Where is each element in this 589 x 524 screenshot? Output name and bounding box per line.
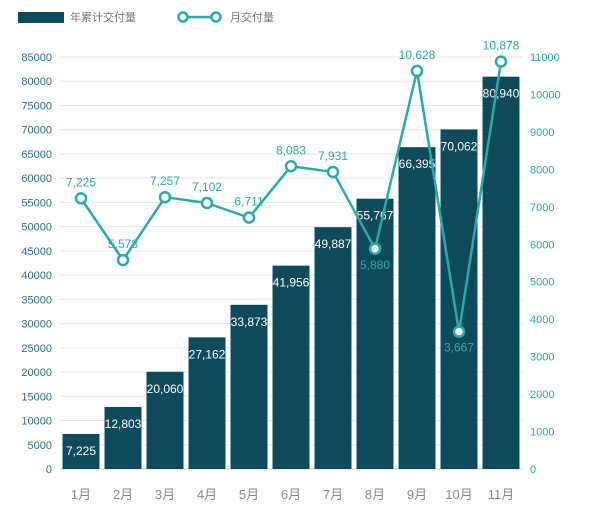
legend-line-label: 月交付量 (230, 10, 274, 24)
right-tick-label: 1000 (530, 427, 554, 439)
line-point (200, 196, 214, 210)
left-tick-label: 10000 (21, 416, 52, 428)
bar-labels: 7,225 12,803 20,060 27,162 33,873 41,956 49,88… (66, 87, 520, 458)
bar-value-label: 49,887 (315, 237, 352, 251)
legend-line-marker-right (210, 11, 222, 23)
bar (356, 198, 394, 469)
left-tick-label: 40000 (21, 270, 52, 282)
x-tick-label: 1月 (71, 487, 91, 502)
legend: 年累计交付量 月交付量 (18, 10, 274, 24)
x-tick-label: 5月 (239, 487, 259, 502)
left-tick-label: 25000 (21, 343, 52, 355)
line-value-label: 3,667 (444, 341, 474, 355)
x-tick-label: 6月 (281, 487, 301, 502)
line-value-label: 7,225 (66, 175, 96, 189)
x-tick-label: 11月 (488, 487, 515, 502)
left-tick-label: 30000 (21, 319, 52, 331)
bar (146, 371, 184, 469)
bar-value-label: 33,873 (231, 315, 268, 329)
legend-bar-label: 年累计交付量 (70, 10, 136, 24)
line-value-label: 10,878 (483, 39, 520, 53)
right-tick-label: 8000 (530, 164, 554, 176)
right-tick-label: 6000 (530, 239, 554, 251)
bar-value-label: 12,803 (105, 417, 142, 431)
x-tick-label: 9月 (407, 487, 427, 502)
right-y-axis: 0 1000 2000 3000 4000 5000 6000 7000 8000 9000 100… (530, 52, 561, 476)
bar (440, 129, 478, 469)
bar-value-label: 20,060 (147, 382, 184, 396)
left-tick-label: 60000 (21, 173, 52, 185)
line-value-label: 5,578 (108, 237, 138, 251)
left-tick-label: 20000 (21, 367, 52, 379)
right-tick-label: 4000 (530, 314, 554, 326)
left-tick-label: 75000 (21, 100, 52, 112)
left-tick-label: 45000 (21, 246, 52, 258)
line-point (74, 192, 88, 205)
line-point (368, 242, 382, 256)
left-tick-label: 65000 (21, 149, 52, 161)
right-tick-label: 10000 (530, 89, 561, 101)
bar-series (62, 76, 520, 469)
x-tick-label: 2月 (113, 487, 133, 502)
x-tick-label: 10月 (445, 487, 472, 502)
right-tick-label: 3000 (530, 352, 554, 364)
bar (482, 76, 520, 469)
right-tick-label: 9000 (530, 127, 554, 139)
bar (314, 227, 352, 469)
line-point (158, 190, 172, 204)
left-tick-label: 80000 (21, 76, 52, 88)
line-series (74, 55, 508, 338)
left-tick-label: 5000 (28, 440, 52, 452)
right-tick-label: 5000 (530, 277, 554, 289)
bar (188, 337, 226, 469)
bar (398, 147, 436, 469)
line-point (242, 211, 256, 224)
bar-value-label: 7,225 (66, 444, 96, 458)
left-tick-label: 50000 (21, 222, 52, 234)
left-tick-label: 70000 (21, 125, 52, 137)
bar-value-label: 66,395 (399, 157, 436, 171)
legend-line-marker-left (177, 11, 189, 23)
line-point (284, 160, 298, 173)
right-tick-label: 2000 (530, 389, 554, 401)
line-labels: 7,225 5,578 7,257 7,102 6,711 8,083 7,931 5,880… (66, 39, 520, 355)
bar-value-label: 70,062 (441, 139, 478, 153)
bar-value-label: 41,956 (273, 276, 310, 290)
left-tick-label: 35000 (21, 294, 52, 306)
bar (62, 433, 100, 469)
bar-value-label: 27,162 (189, 347, 226, 361)
x-tick-label: 3月 (155, 487, 175, 502)
line-value-label: 5,880 (360, 258, 390, 272)
left-tick-label: 85000 (21, 52, 52, 64)
line-point (326, 165, 340, 179)
line-value-label: 10,628 (399, 48, 436, 62)
left-tick-label: 15000 (21, 391, 52, 403)
left-tick-label: 0 (46, 464, 52, 476)
left-y-axis: 0 5000 10000 15000 20000 25000 30000 35000 40000… (21, 52, 52, 476)
line-value-label: 7,257 (150, 174, 180, 188)
right-tick-label: 0 (530, 464, 536, 476)
line-point (116, 253, 130, 267)
bar (230, 304, 268, 469)
x-tick-label: 7月 (323, 487, 343, 502)
line-point (452, 325, 466, 338)
x-tick-label: 4月 (197, 487, 217, 502)
line-value-label: 7,931 (318, 149, 348, 163)
x-tick-label: 8月 (365, 487, 385, 502)
line-value-label: 8,083 (276, 143, 306, 157)
line-point (410, 64, 424, 78)
bar (104, 406, 142, 469)
right-tick-label: 11000 (530, 52, 560, 64)
bar (272, 265, 310, 469)
x-axis: 1月 2月 3月 4月 5月 6月 7月 8月 9月 10月 11月 (71, 487, 514, 502)
line-value-label: 6,711 (234, 195, 263, 209)
right-tick-label: 7000 (530, 202, 554, 214)
bar-value-label: 55,767 (357, 209, 394, 223)
legend-bar-swatch (18, 12, 64, 23)
left-tick-label: 55000 (21, 197, 52, 209)
line-point (494, 55, 508, 68)
bar-value-label: 80,940 (483, 87, 520, 101)
line-value-label: 7,102 (192, 180, 222, 194)
